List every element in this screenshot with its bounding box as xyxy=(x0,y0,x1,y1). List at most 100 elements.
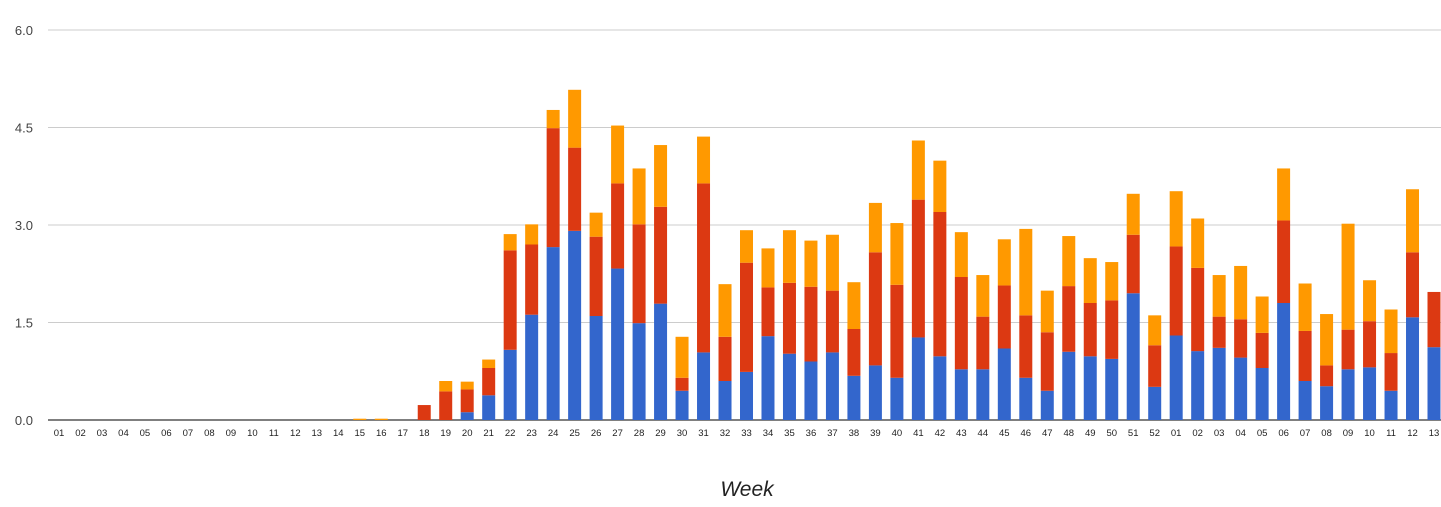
x-tick-label: 30 xyxy=(677,428,688,439)
x-tick-label: 05 xyxy=(140,428,151,439)
x-tick-label: 08 xyxy=(1321,428,1332,439)
x-tick-label: 10 xyxy=(247,428,258,439)
bar-segment xyxy=(675,336,689,378)
bar-segment xyxy=(460,412,474,420)
bar-segment xyxy=(825,290,839,353)
bar-segment xyxy=(1363,321,1377,368)
bar-segment xyxy=(1384,353,1398,391)
y-tick-label: 0.0 xyxy=(15,413,33,428)
bar-segment xyxy=(439,391,453,420)
x-tick-label: 03 xyxy=(97,428,108,439)
x-tick-label: 11 xyxy=(269,428,279,439)
bar-segment xyxy=(1234,319,1248,358)
x-tick-label: 22 xyxy=(505,428,516,439)
x-tick-label: 02 xyxy=(1192,428,1203,439)
bar-segment xyxy=(482,359,496,368)
bar-segment xyxy=(847,282,861,329)
bar-segment xyxy=(1191,351,1205,420)
x-tick-label: 36 xyxy=(806,428,817,439)
bar-segment xyxy=(525,314,539,420)
x-tick-label: 16 xyxy=(376,428,387,439)
x-tick-label: 21 xyxy=(483,428,494,439)
bar-segment xyxy=(740,371,753,420)
bar-segment xyxy=(1255,332,1269,368)
x-tick-label: 12 xyxy=(290,428,301,439)
bar-segment xyxy=(525,244,539,315)
bar-segment xyxy=(847,375,861,420)
x-tick-label: 10 xyxy=(1364,428,1375,439)
bar-segment xyxy=(976,369,990,420)
x-tick-label: 07 xyxy=(183,428,194,439)
bar-segment xyxy=(460,381,474,390)
x-tick-label: 31 xyxy=(698,428,709,439)
bar-segment xyxy=(1083,258,1097,303)
x-tick-label: 04 xyxy=(1235,428,1246,439)
bar-segment xyxy=(503,234,517,251)
x-tick-label: 20 xyxy=(462,428,473,439)
x-tick-label: 40 xyxy=(892,428,903,439)
bar-segment xyxy=(890,284,904,378)
bar-segment xyxy=(1234,265,1248,320)
bar-segment xyxy=(868,365,882,420)
x-tick-label: 46 xyxy=(1021,428,1032,439)
x-tick-label: 12 xyxy=(1407,428,1418,439)
bar-segment xyxy=(1126,234,1140,294)
bar-segment xyxy=(1277,303,1291,420)
bar-segment xyxy=(1406,189,1420,253)
bar-segment xyxy=(1212,275,1226,317)
bar-segment xyxy=(782,353,796,420)
bar-segment xyxy=(1062,236,1076,287)
bar-segment xyxy=(804,240,818,287)
bar-segment xyxy=(1341,329,1355,370)
y-axis-tick-labels: 0.0 1.5 3.0 4.5 6.0 xyxy=(15,23,33,428)
bar-segment xyxy=(933,160,947,212)
bar-segment xyxy=(589,316,603,420)
x-tick-label: 32 xyxy=(720,428,731,439)
bar-segment xyxy=(1277,168,1291,221)
bar-segment xyxy=(654,206,668,304)
bar-segment xyxy=(911,140,925,200)
bar-segment xyxy=(1040,332,1054,391)
y-tick-label: 3.0 xyxy=(15,218,33,233)
bar-segment xyxy=(675,377,689,391)
bar-segment xyxy=(933,212,947,357)
bar-segment xyxy=(740,262,753,372)
x-tick-label: 43 xyxy=(956,428,967,439)
bar-segment xyxy=(1255,296,1269,333)
bar-segment xyxy=(675,390,689,420)
bar-segment xyxy=(546,247,560,420)
bar-segment xyxy=(1105,262,1119,301)
x-tick-label: 42 xyxy=(935,428,946,439)
x-tick-label: 44 xyxy=(978,428,989,439)
bar-segment xyxy=(1040,290,1054,333)
x-tick-label: 02 xyxy=(75,428,86,439)
bar-segment xyxy=(1298,283,1312,331)
x-axis-title: Week xyxy=(720,478,775,501)
bar-segment xyxy=(718,284,732,337)
bar-segment xyxy=(761,336,775,420)
bar-segment xyxy=(954,277,968,370)
bar-segment xyxy=(1212,316,1226,348)
bar-segment xyxy=(417,405,431,420)
bar-segment xyxy=(654,303,668,420)
bar-segment xyxy=(868,252,882,366)
bar-segment xyxy=(1062,351,1076,420)
bar-segment xyxy=(1406,317,1420,420)
bar-segment xyxy=(482,395,496,420)
x-tick-label: 11 xyxy=(1386,428,1396,439)
x-tick-label: 23 xyxy=(526,428,537,439)
bar-segment xyxy=(1341,369,1355,420)
bar-segment xyxy=(1255,368,1269,420)
x-tick-label: 51 xyxy=(1128,428,1139,439)
x-tick-label: 09 xyxy=(1343,428,1354,439)
bar-segment xyxy=(482,368,496,396)
x-axis-tick-labels: 01 02 03 04 05 06 07 08 09 10 11 12 13 14 15 16 17 18 19 20… xyxy=(54,428,1440,439)
bar-segment xyxy=(611,268,625,420)
bar-segment xyxy=(997,348,1011,420)
bar-segment xyxy=(1320,314,1334,366)
bar-segment xyxy=(374,418,388,420)
bar-segment xyxy=(611,183,625,269)
bar-segment xyxy=(761,287,775,337)
x-tick-label: 17 xyxy=(397,428,408,439)
